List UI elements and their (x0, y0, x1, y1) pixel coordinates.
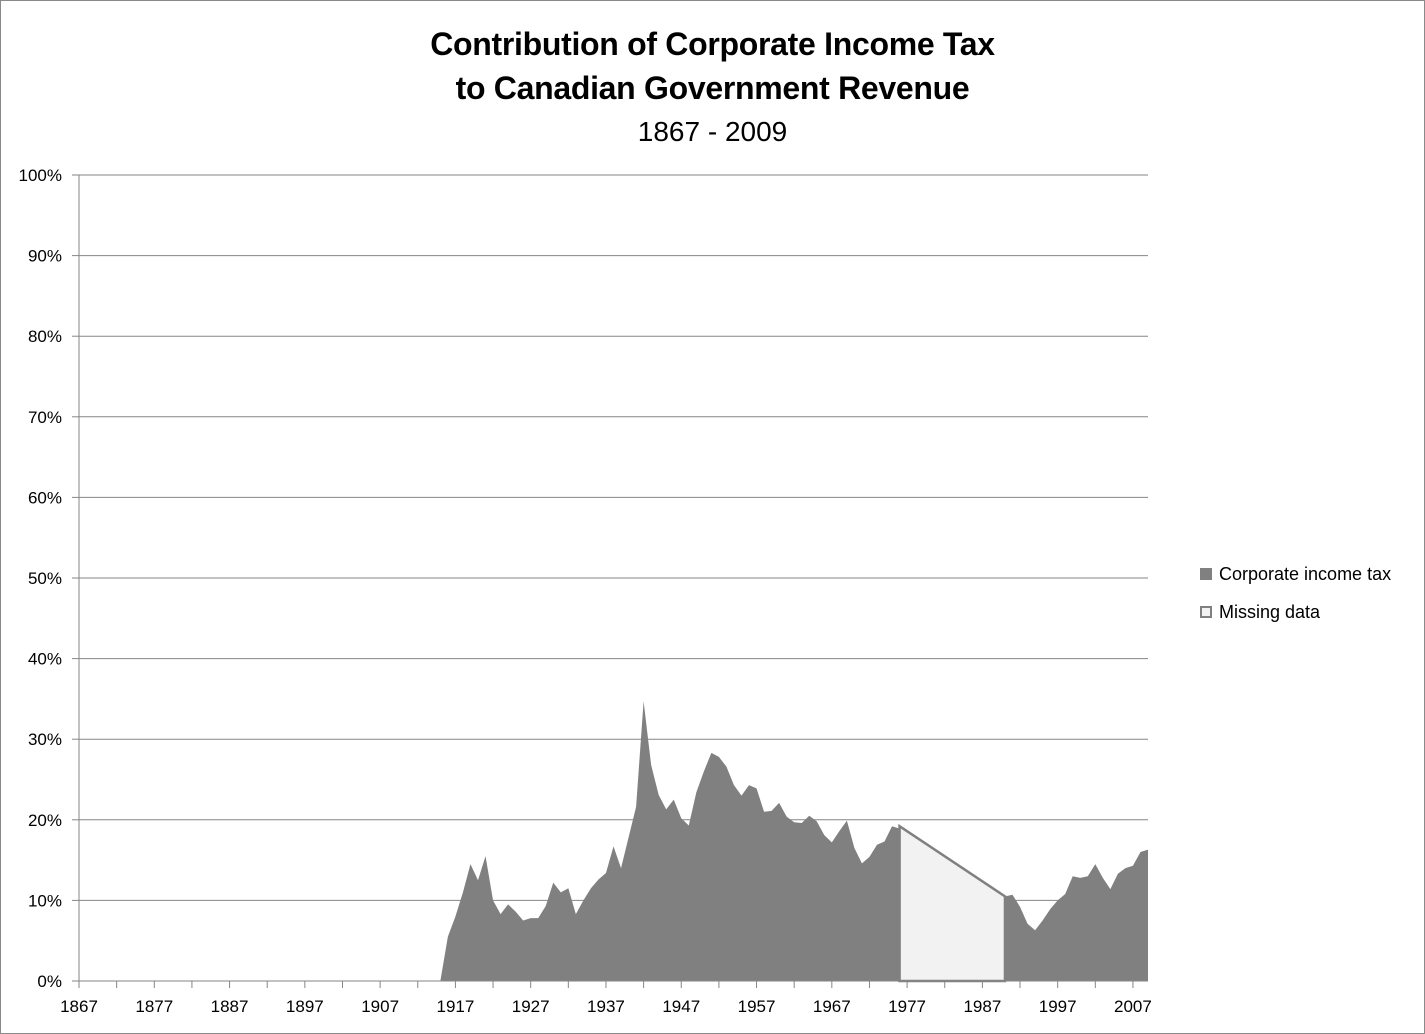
x-tick-label: 1937 (587, 997, 625, 1016)
y-tick-label: 60% (28, 488, 62, 507)
x-tick-label: 1947 (662, 997, 700, 1016)
chart-title-line2: to Canadian Government Revenue (455, 70, 970, 106)
y-tick-label: 30% (28, 730, 62, 749)
chart-title: Contribution of Corporate Income Tax (430, 26, 995, 62)
x-tick-label: 1907 (361, 997, 399, 1016)
series-area-corporate-income-tax-continued (1004, 849, 1148, 981)
x-tick-label: 1917 (436, 997, 474, 1016)
x-tick-label: 1967 (813, 997, 851, 1016)
x-tick-label: 1877 (135, 997, 173, 1016)
chart-subtitle: 1867 - 2009 (637, 116, 788, 147)
legend-item-missing: Missing data (1200, 600, 1391, 624)
legend-label-corporate: Corporate income tax (1219, 563, 1392, 584)
x-tick-label: 1977 (888, 997, 926, 1016)
legend-swatch-corporate (1200, 568, 1212, 580)
legend-swatch-missing (1200, 606, 1212, 618)
x-tick-label: 1867 (60, 997, 98, 1016)
x-tick-label: 1957 (738, 997, 776, 1016)
legend-label-missing: Missing data (1219, 601, 1321, 622)
x-tick-label: 1997 (1039, 997, 1077, 1016)
chart-title-block: Contribution of Corporate Income Tax to … (0, 22, 1425, 154)
y-tick-label: 80% (28, 327, 62, 346)
x-tick-label: 1927 (512, 997, 550, 1016)
series-area-corporate-income-tax (79, 701, 900, 981)
y-tick-label: 20% (28, 811, 62, 830)
y-tick-label: 70% (28, 408, 62, 427)
series-area-missing-data (898, 823, 1007, 983)
x-tick-label: 1987 (963, 997, 1001, 1016)
y-tick-label: 0% (37, 972, 62, 991)
y-tick-label: 50% (28, 569, 62, 588)
y-tick-label: 40% (28, 650, 62, 669)
x-tick-label: 1897 (286, 997, 324, 1016)
x-tick-label: 1887 (211, 997, 249, 1016)
legend-item-corporate: Corporate income tax (1200, 562, 1391, 586)
x-tick-label: 2007 (1114, 997, 1152, 1016)
y-tick-label: 90% (28, 247, 62, 266)
y-tick-label: 10% (28, 891, 62, 910)
legend: Corporate income tax Missing data (1200, 562, 1391, 638)
y-tick-label: 100% (19, 166, 62, 185)
